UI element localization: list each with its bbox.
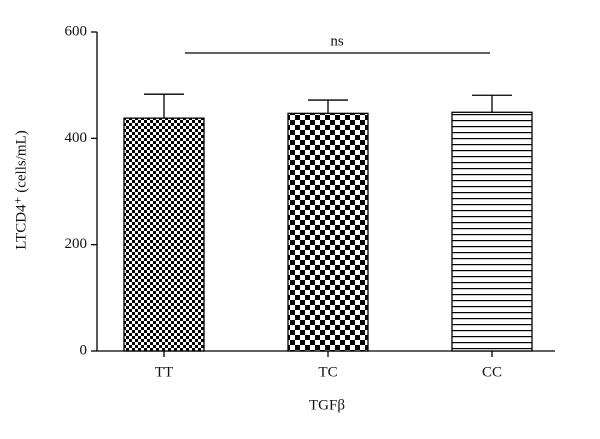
bar [287,112,369,352]
annotation: ns [330,33,344,49]
y-axis-label: LTCD4⁺ (cells/mL) [13,130,29,249]
x-tick-label: TC [318,364,337,380]
bar [451,111,533,352]
y-tick-label: 200 [65,236,88,252]
x-tick-label: TT [155,364,173,380]
y-tick-label: 0 [80,342,88,358]
x-tick-label: CC [482,364,502,380]
x-axis-label: TGFβ [309,397,345,413]
bar [123,117,205,352]
y-tick-label: 600 [65,23,88,39]
y-tick-label: 400 [65,130,88,146]
